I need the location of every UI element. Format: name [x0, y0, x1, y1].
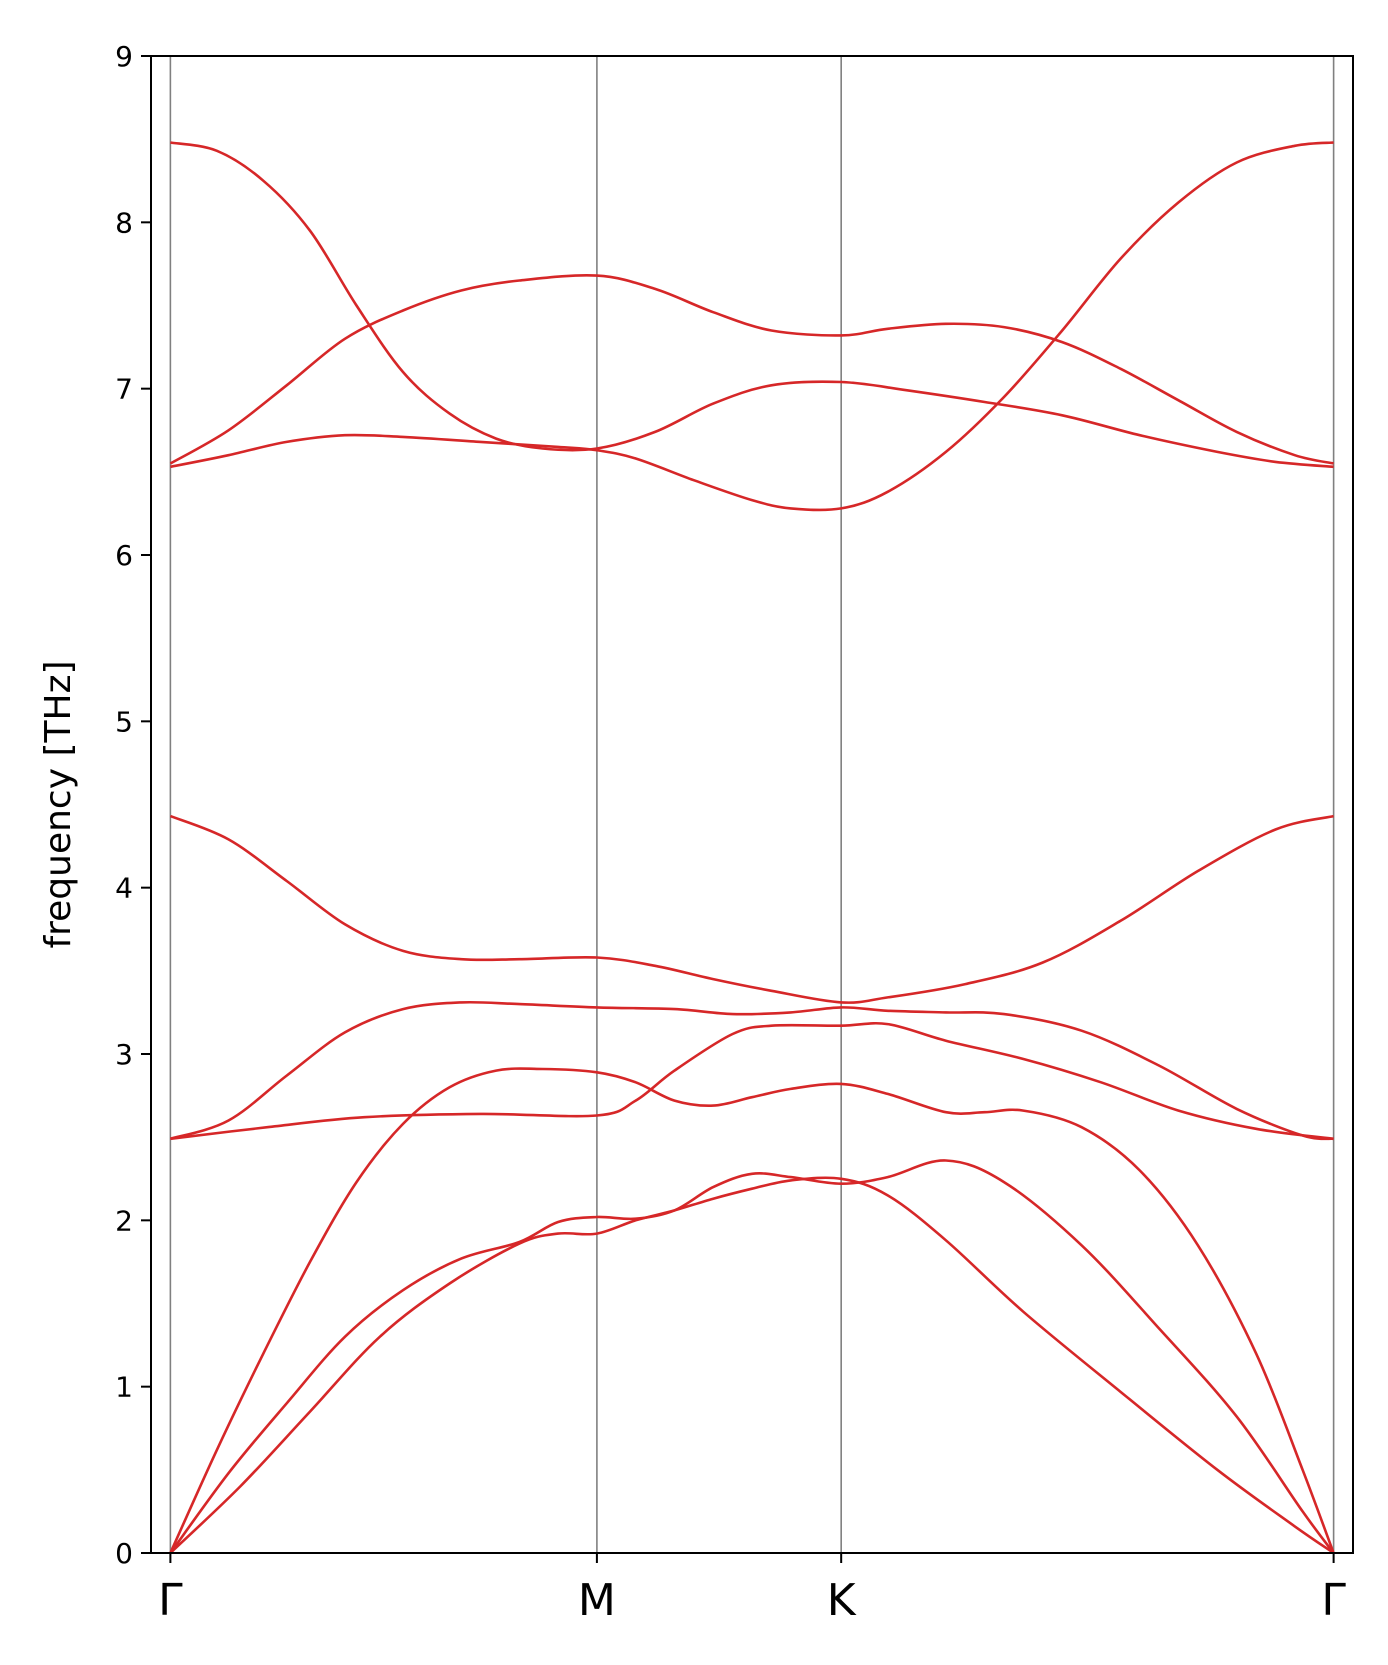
y-tick-label: 6 [115, 539, 133, 572]
high-symmetry-lines [169, 56, 1335, 1553]
plot-frame [150, 55, 1354, 1554]
kpoint-label: Γ [1321, 1575, 1346, 1626]
band-line-3 [169, 1067, 1335, 1554]
y-tick-label: 9 [115, 40, 133, 73]
band-line-1 [169, 1176, 1335, 1555]
y-tick-label: 8 [115, 206, 133, 239]
band-lines [169, 141, 1335, 1555]
band-line-9 [170, 141, 1334, 469]
y-tick-label: 0 [115, 1537, 133, 1570]
band-line-6 [169, 814, 1334, 1004]
kpoint-label: K [827, 1575, 857, 1626]
band-line-8 [169, 274, 1334, 465]
band-line-7 [170, 141, 1334, 512]
y-tick-label: 3 [115, 1038, 133, 1071]
y-tick-label: 4 [115, 872, 133, 905]
y-axis-ticks: 0 1 2 3 4 5 6 7 8 9 [115, 40, 151, 1570]
y-tick-label: 1 [115, 1371, 133, 1404]
y-tick-label: 5 [115, 705, 133, 738]
kpoint-label: M [578, 1575, 616, 1626]
kpoint-label: Γ [158, 1575, 183, 1626]
band-line-5 [170, 1000, 1334, 1141]
y-axis-title: frequency [THz] [38, 660, 79, 948]
y-tick-label: 7 [115, 373, 133, 406]
y-tick-label: 2 [115, 1204, 133, 1237]
band-line-2 [169, 1159, 1335, 1554]
band-line-4 [170, 1021, 1334, 1141]
